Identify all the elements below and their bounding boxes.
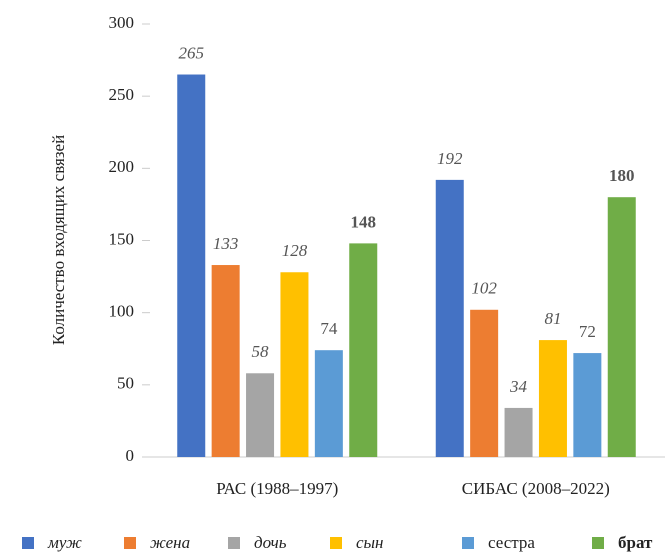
bar — [435, 179, 464, 457]
bar — [246, 373, 275, 457]
data-label: 74 — [320, 319, 338, 338]
bar — [504, 407, 533, 457]
data-label: 58 — [252, 342, 270, 361]
legend-label: муж — [47, 533, 82, 552]
legend-label: брат — [618, 533, 653, 552]
y-tick-label: 200 — [109, 157, 135, 176]
data-label: 72 — [579, 322, 596, 341]
x-tick-label: СИБАС (2008–2022) — [462, 479, 610, 498]
data-label: 265 — [179, 43, 205, 62]
y-tick-label: 300 — [109, 13, 135, 32]
y-tick-label: 250 — [109, 85, 135, 104]
bar — [177, 74, 206, 458]
y-tick-label: 150 — [109, 229, 135, 248]
y-axis-label: Количество входящих связей — [49, 135, 68, 345]
legend-swatch — [330, 537, 342, 549]
legend-swatch — [592, 537, 604, 549]
y-tick-label: 100 — [109, 302, 135, 321]
data-label: 148 — [351, 212, 377, 231]
legend-label: дочь — [254, 533, 287, 552]
data-label: 34 — [509, 377, 528, 396]
bar — [573, 353, 602, 457]
x-tick-label: РАС (1988–1997) — [216, 479, 338, 498]
data-label: 102 — [471, 279, 497, 298]
bar — [314, 350, 343, 457]
data-label: 128 — [282, 241, 308, 260]
bar — [349, 243, 378, 457]
y-tick-label: 50 — [117, 374, 134, 393]
data-label: 133 — [213, 234, 239, 253]
data-label: 180 — [609, 166, 635, 185]
bar — [538, 340, 567, 457]
bar — [211, 265, 240, 457]
y-tick-label: 0 — [126, 446, 135, 465]
bar — [470, 309, 499, 457]
bar — [280, 272, 309, 457]
data-label: 192 — [437, 149, 463, 168]
legend-swatch — [228, 537, 240, 549]
legend-swatch — [22, 537, 34, 549]
data-label: 81 — [544, 309, 561, 328]
bar — [607, 197, 636, 457]
legend-label: жена — [150, 533, 190, 552]
legend-label: сын — [356, 533, 384, 552]
legend-swatch — [124, 537, 136, 549]
legend-swatch — [462, 537, 474, 549]
legend-label: сестра — [488, 533, 535, 552]
